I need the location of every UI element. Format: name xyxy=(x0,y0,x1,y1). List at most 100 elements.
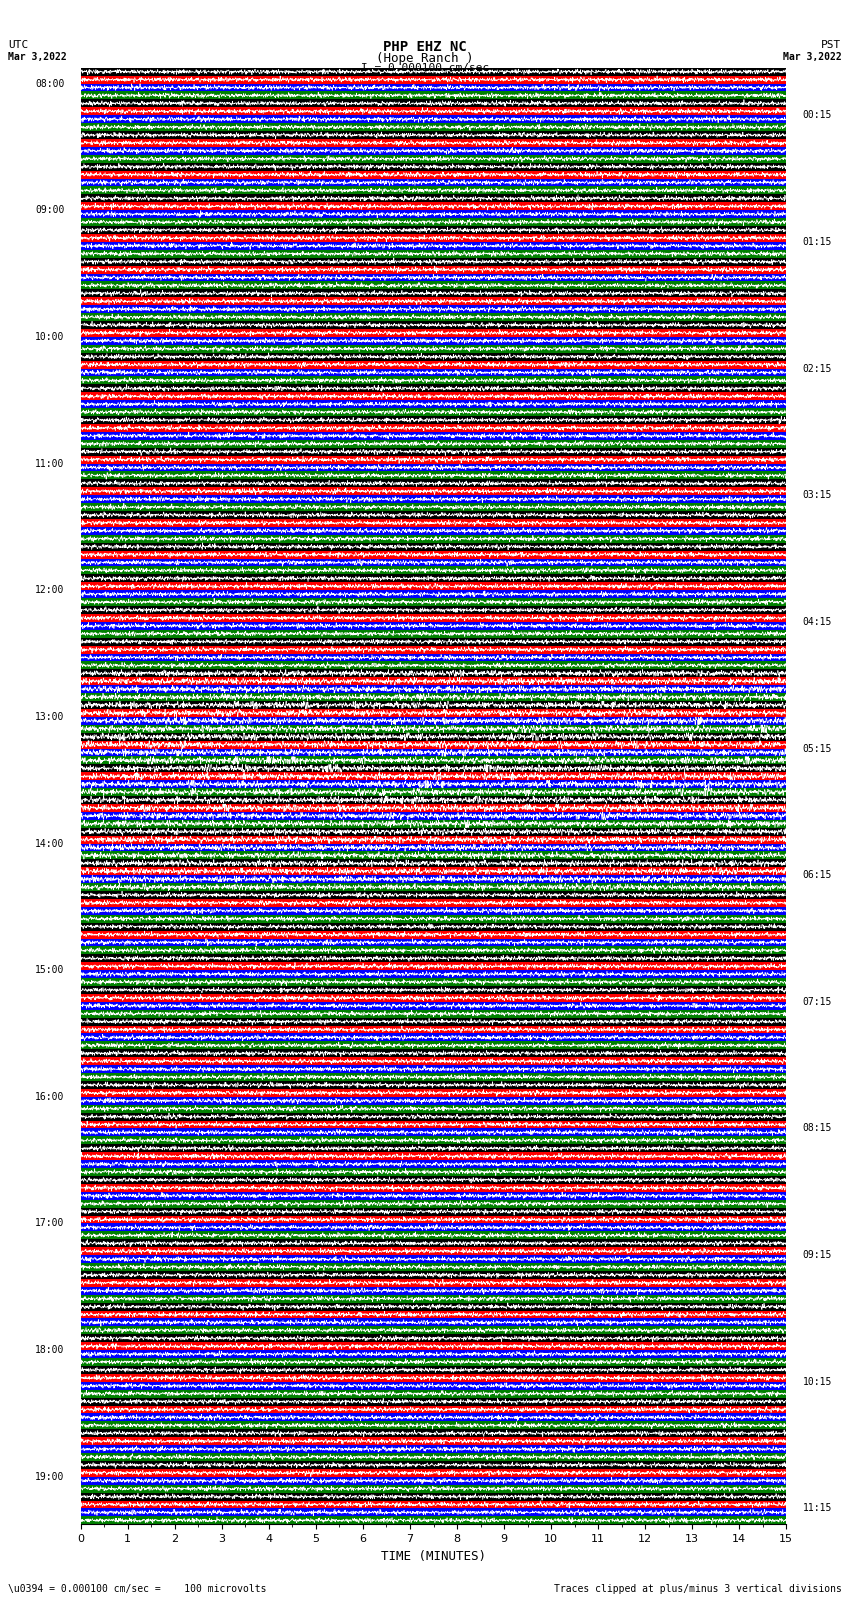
Text: 16:00: 16:00 xyxy=(35,1092,65,1102)
Bar xyxy=(81,455,786,463)
Bar xyxy=(81,1192,786,1200)
Bar xyxy=(81,1492,786,1500)
Bar xyxy=(81,274,786,282)
Bar xyxy=(81,226,786,234)
Bar xyxy=(81,1255,786,1263)
Bar xyxy=(81,1366,786,1374)
Text: 09:00: 09:00 xyxy=(35,205,65,215)
Bar xyxy=(81,939,786,947)
Bar xyxy=(81,519,786,527)
Bar xyxy=(81,694,786,702)
Text: I = 0.000100 cm/sec: I = 0.000100 cm/sec xyxy=(361,63,489,73)
Bar xyxy=(81,353,786,361)
Bar xyxy=(81,1374,786,1382)
Bar xyxy=(81,1326,786,1334)
Bar xyxy=(81,139,786,147)
Bar xyxy=(81,1144,786,1152)
Bar xyxy=(81,994,786,1002)
Bar xyxy=(81,202,786,210)
Bar xyxy=(81,1113,786,1121)
Bar xyxy=(81,1176,786,1184)
Bar xyxy=(81,582,786,590)
Bar xyxy=(81,1295,786,1303)
Bar xyxy=(81,495,786,503)
Bar xyxy=(81,1461,786,1469)
Bar xyxy=(81,1089,786,1097)
Bar xyxy=(81,629,786,637)
Bar xyxy=(81,305,786,313)
Bar xyxy=(81,1405,786,1413)
Bar xyxy=(81,1500,786,1508)
Bar xyxy=(81,615,786,623)
Bar xyxy=(81,852,786,860)
Bar xyxy=(81,195,786,202)
Bar xyxy=(81,1342,786,1350)
Bar xyxy=(81,860,786,868)
Bar xyxy=(81,400,786,408)
Bar xyxy=(81,1247,786,1255)
Bar xyxy=(81,1042,786,1050)
Bar xyxy=(81,963,786,969)
Bar xyxy=(81,1184,786,1192)
Bar xyxy=(81,781,786,789)
Bar xyxy=(81,598,786,606)
Bar xyxy=(81,590,786,598)
Bar xyxy=(81,487,786,495)
Bar xyxy=(81,108,786,115)
Bar xyxy=(81,536,786,542)
Text: 02:15: 02:15 xyxy=(802,363,832,374)
Bar xyxy=(81,258,786,266)
Bar xyxy=(81,947,786,955)
Bar xyxy=(81,868,786,876)
Bar xyxy=(81,479,786,487)
Bar xyxy=(81,1310,786,1318)
Bar xyxy=(81,527,786,536)
Bar xyxy=(81,289,786,297)
Bar xyxy=(81,797,786,803)
Text: PST: PST xyxy=(821,40,842,50)
Bar xyxy=(81,242,786,250)
Bar xyxy=(81,1200,786,1208)
Bar xyxy=(81,1287,786,1295)
Text: 04:15: 04:15 xyxy=(802,616,832,627)
Bar xyxy=(81,716,786,724)
Bar xyxy=(81,384,786,392)
Bar xyxy=(81,1350,786,1358)
Bar xyxy=(81,92,786,100)
Bar xyxy=(81,1160,786,1168)
Bar xyxy=(81,606,786,615)
Bar xyxy=(81,376,786,384)
Bar xyxy=(81,321,786,329)
Bar xyxy=(81,1152,786,1160)
Bar xyxy=(81,789,786,797)
Bar xyxy=(81,448,786,455)
Bar xyxy=(81,1469,786,1478)
Bar xyxy=(81,558,786,566)
Bar xyxy=(81,1303,786,1310)
Bar xyxy=(81,986,786,994)
Bar xyxy=(81,890,786,898)
Bar xyxy=(81,147,786,155)
Bar xyxy=(81,1057,786,1065)
Bar xyxy=(81,163,786,171)
Bar xyxy=(81,1318,786,1326)
Bar xyxy=(81,1508,786,1516)
Bar xyxy=(81,1484,786,1492)
Bar xyxy=(81,756,786,765)
Bar xyxy=(81,84,786,92)
Bar xyxy=(81,179,786,187)
Bar xyxy=(81,1413,786,1421)
Bar xyxy=(81,440,786,448)
Bar xyxy=(81,637,786,645)
Text: 10:00: 10:00 xyxy=(35,332,65,342)
Bar xyxy=(81,503,786,511)
Bar xyxy=(81,710,786,716)
Bar xyxy=(81,803,786,811)
Text: 06:15: 06:15 xyxy=(802,869,832,881)
Bar xyxy=(81,282,786,289)
Bar xyxy=(81,542,786,550)
Bar xyxy=(81,210,786,218)
Text: 01:15: 01:15 xyxy=(802,237,832,247)
Bar xyxy=(81,337,786,345)
Text: 09:15: 09:15 xyxy=(802,1250,832,1260)
